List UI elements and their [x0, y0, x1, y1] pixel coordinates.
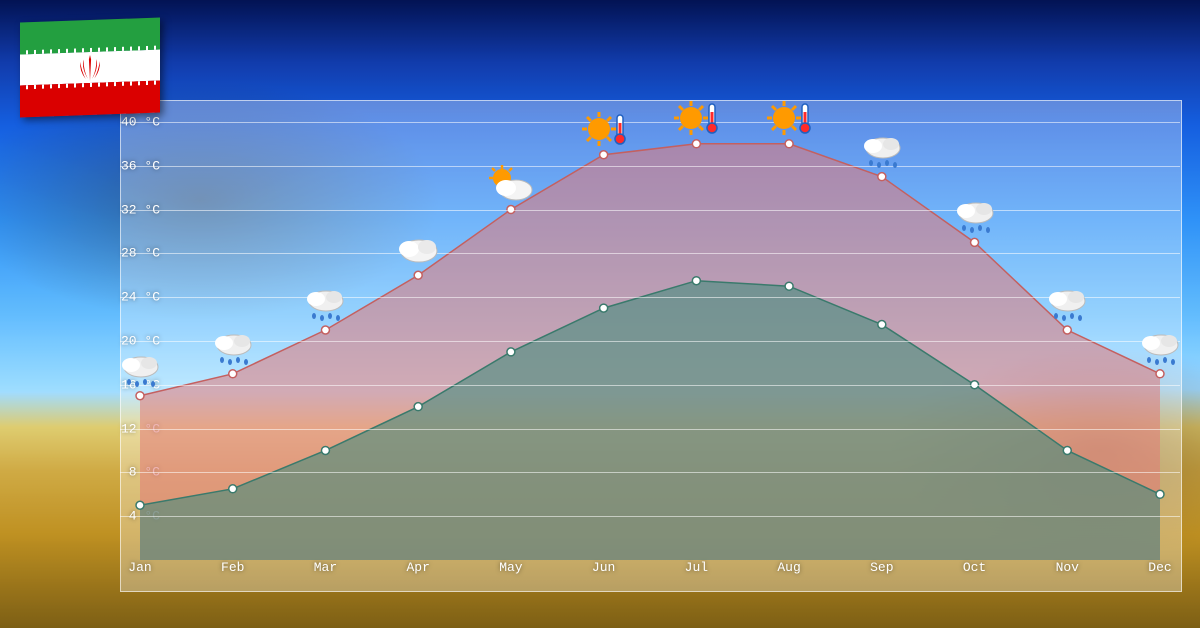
x-tick-label: Jan [128, 560, 151, 575]
y-tick-label: 28 °C [121, 246, 160, 261]
y-tick-label: 36 °C [121, 158, 160, 173]
x-tick-label: Mar [314, 560, 337, 575]
x-tick-label: Jul [685, 560, 708, 575]
x-tick-label: Aug [777, 560, 800, 575]
x-tick-label: May [499, 560, 522, 575]
country-flag-iran [20, 18, 160, 118]
x-tick-label: Nov [1056, 560, 1079, 575]
x-tick-label: Sep [870, 560, 893, 575]
x-tick-label: Jun [592, 560, 615, 575]
x-tick-label: Apr [406, 560, 429, 575]
y-tick-label: 4 °C [129, 509, 160, 524]
y-tick-label: 32 °C [121, 202, 160, 217]
x-tick-label: Oct [963, 560, 986, 575]
y-axis-labels: 4 °C 8 °C 12 °C 16 °C 20 °C 24 °C 28 °C 32 °C 36… [110, 100, 170, 560]
y-tick-label: 24 °C [121, 290, 160, 305]
x-axis-labels: Jan Feb Mar Apr May Jun Jul Aug Sep Oct Nov Dec [120, 560, 1180, 590]
chart-panel [120, 100, 1182, 592]
y-tick-label: 12 °C [121, 421, 160, 436]
y-tick-label: 8 °C [129, 465, 160, 480]
x-tick-label: Dec [1148, 560, 1171, 575]
y-tick-label: 20 °C [121, 333, 160, 348]
x-tick-label: Feb [221, 560, 244, 575]
flag-emblem-icon [79, 55, 101, 82]
y-tick-label: 16 °C [121, 377, 160, 392]
y-tick-label: 40 °C [121, 114, 160, 129]
